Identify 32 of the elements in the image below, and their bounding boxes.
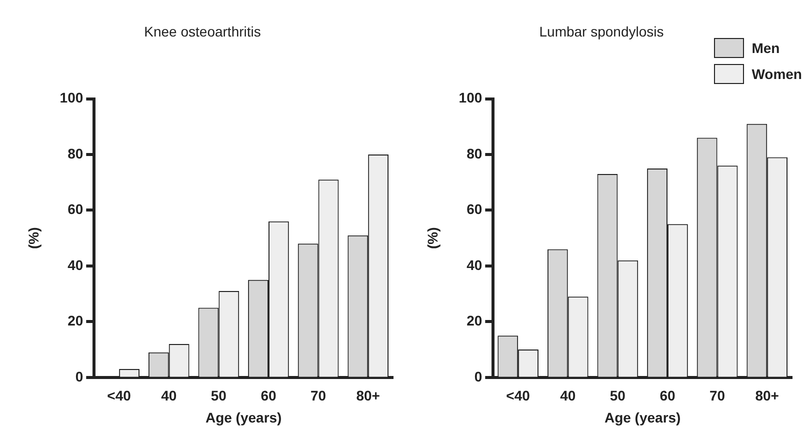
x-tick-label: 40 [161, 388, 177, 404]
y-tick-label: 100 [60, 90, 84, 106]
legend-label: Men [752, 40, 780, 56]
y-tick-label: 40 [466, 256, 482, 273]
y-tick-label: 80 [466, 145, 482, 162]
x-tick-label: 50 [610, 388, 626, 404]
y-tick-label: 0 [474, 368, 482, 384]
y-axis-title: (%) [25, 227, 42, 249]
x-tick-label: <40 [506, 388, 530, 404]
y-tick-label: 60 [68, 201, 84, 218]
y-tick-label: 80 [68, 145, 84, 162]
x-tick-label: 80+ [356, 388, 380, 404]
y-axis-title: (%) [424, 227, 440, 249]
x-tick-label: 50 [210, 388, 227, 404]
y-tick-label: 20 [466, 312, 482, 329]
x-tick-label: 70 [310, 388, 326, 404]
x-tick-label: 60 [660, 388, 676, 404]
y-tick-label: 20 [68, 312, 84, 329]
y-tick-label: 40 [68, 256, 84, 273]
y-tick-label: 0 [75, 368, 84, 384]
x-tick-label: 80+ [755, 388, 779, 404]
x-tick-label: 70 [710, 388, 726, 404]
x-axis-title: Age (years) [205, 409, 282, 426]
chart-title: Lumbar spondylosis [539, 23, 664, 40]
x-axis-title: Age (years) [604, 409, 681, 426]
x-tick-label: 60 [260, 388, 276, 404]
x-tick-label: 40 [560, 388, 576, 404]
y-tick-label: 60 [466, 201, 482, 218]
x-tick-label: <40 [107, 388, 132, 404]
y-tick-label: 100 [458, 90, 482, 106]
legend-label: Women [752, 66, 802, 82]
chart-title: Knee osteoarthritis [144, 23, 261, 40]
